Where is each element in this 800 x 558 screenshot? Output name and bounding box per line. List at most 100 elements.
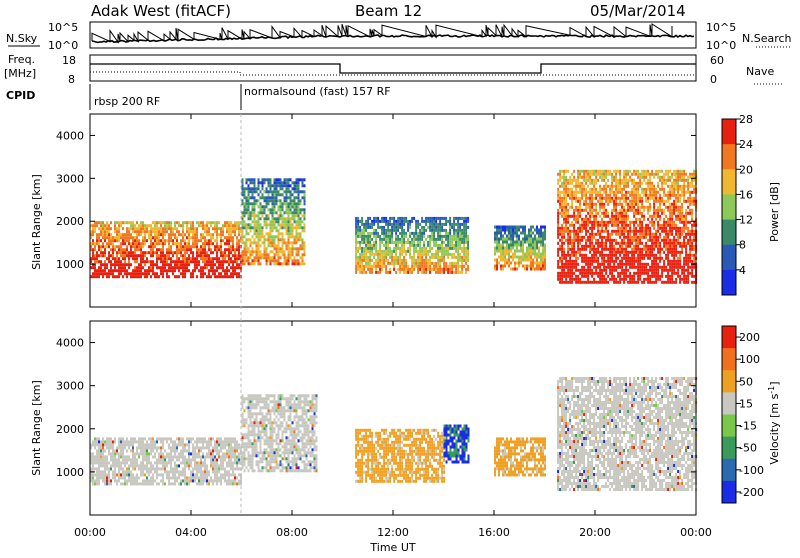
range-time-cell xyxy=(365,262,367,265)
range-time-cell xyxy=(206,224,208,227)
range-time-cell xyxy=(282,247,284,250)
range-time-cell xyxy=(298,181,300,184)
range-time-cell xyxy=(238,221,240,224)
range-time-cell xyxy=(274,253,276,256)
range-time-cell xyxy=(657,173,659,176)
range-time-cell xyxy=(500,265,502,268)
range-time-cell xyxy=(561,206,563,209)
range-time-cell xyxy=(298,199,300,202)
range-time-cell xyxy=(304,211,306,214)
range-time-cell xyxy=(292,253,294,256)
range-time-cell xyxy=(449,220,451,223)
range-time-cell xyxy=(278,220,280,223)
range-time-cell xyxy=(276,259,278,262)
range-time-cell xyxy=(375,229,377,232)
range-time-cell xyxy=(512,253,514,256)
range-time-cell xyxy=(453,256,455,259)
range-time-cell xyxy=(158,275,160,278)
range-time-cell xyxy=(502,247,504,250)
range-time-cell xyxy=(160,239,162,242)
range-time-cell xyxy=(621,212,623,215)
range-time-cell xyxy=(637,239,639,242)
range-time-cell xyxy=(657,251,659,254)
range-time-cell xyxy=(202,236,204,239)
range-time-cell xyxy=(254,232,256,235)
range-time-cell xyxy=(198,260,200,263)
range-time-cell xyxy=(579,200,581,203)
range-time-cell xyxy=(597,272,599,275)
range-time-cell xyxy=(563,251,565,254)
range-time-cell xyxy=(383,226,385,229)
range-time-cell xyxy=(294,214,296,217)
range-time-cell xyxy=(667,263,669,266)
range-time-cell xyxy=(508,259,510,262)
range-time-cell xyxy=(254,226,256,229)
range-time-cell xyxy=(104,269,106,272)
range-time-cell xyxy=(110,236,112,239)
range-time-cell xyxy=(615,269,617,272)
range-time-cell xyxy=(504,259,506,262)
range-time-cell xyxy=(357,247,359,250)
range-time-cell xyxy=(512,229,514,232)
range-time-cell xyxy=(573,254,575,257)
range-time-cell xyxy=(455,265,457,268)
range-time-cell xyxy=(154,275,156,278)
range-time-cell xyxy=(417,241,419,244)
range-time-cell xyxy=(591,254,593,257)
range-time-cell xyxy=(687,200,689,203)
range-time-cell xyxy=(643,215,645,218)
range-time-cell xyxy=(441,235,443,238)
range-time-cell xyxy=(615,239,617,242)
range-time-cell xyxy=(607,230,609,233)
range-time-cell xyxy=(200,245,202,248)
range-time-cell xyxy=(216,242,218,245)
range-time-cell xyxy=(417,268,419,271)
range-time-cell xyxy=(565,218,567,221)
range-time-cell xyxy=(439,229,441,232)
range-time-cell xyxy=(673,242,675,245)
range-time-cell xyxy=(595,188,597,191)
range-time-cell xyxy=(581,248,583,251)
range-time-cell xyxy=(641,236,643,239)
range-time-cell xyxy=(270,250,272,253)
range-time-cell xyxy=(427,250,429,253)
range-time-cell xyxy=(449,241,451,244)
range-time-cell xyxy=(520,241,522,244)
range-time-cell xyxy=(184,272,186,275)
range-time-cell xyxy=(653,191,655,194)
range-time-cell xyxy=(204,230,206,233)
range-time-cell xyxy=(200,257,202,260)
range-time-cell xyxy=(238,272,240,275)
range-time-cell xyxy=(278,256,280,259)
range-time-cell xyxy=(463,220,465,223)
range-time-cell xyxy=(530,268,532,271)
range-time-cell xyxy=(246,187,248,190)
range-time-cell xyxy=(156,236,158,239)
range-time-cell xyxy=(272,208,274,211)
range-time-cell xyxy=(300,190,302,193)
range-time-cell xyxy=(296,223,298,226)
range-time-cell xyxy=(296,238,298,241)
range-time-cell xyxy=(280,202,282,205)
range-time-cell xyxy=(228,263,230,266)
range-time-cell xyxy=(565,191,567,194)
range-time-cell xyxy=(522,256,524,259)
range-time-cell xyxy=(108,224,110,227)
range-time-cell xyxy=(603,188,605,191)
range-time-cell xyxy=(192,224,194,227)
range-time-cell xyxy=(232,248,234,251)
range-time-cell xyxy=(647,254,649,257)
range-time-cell xyxy=(524,226,526,229)
range-time-cell xyxy=(206,254,208,257)
range-time-cell xyxy=(461,247,463,250)
range-time-cell xyxy=(577,257,579,260)
range-time-cell xyxy=(569,278,571,281)
range-time-cell xyxy=(441,223,443,226)
range-time-cell xyxy=(150,263,152,266)
range-time-cell xyxy=(232,266,234,269)
range-time-cell xyxy=(585,254,587,257)
range-time-cell xyxy=(540,244,542,247)
range-time-cell xyxy=(176,242,178,245)
range-time-cell xyxy=(186,245,188,248)
